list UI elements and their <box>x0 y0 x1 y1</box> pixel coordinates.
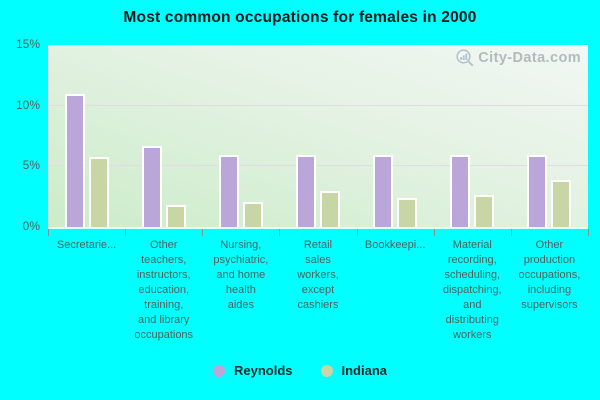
x-axis-category-label-2: Nursing, psychiatric, and home health ai… <box>213 239 269 311</box>
bar-reynolds-5 <box>450 155 471 227</box>
y-axis-tick-label-10: 10% <box>15 97 40 112</box>
y-axis-tick-label-5: 5% <box>22 158 40 173</box>
bar-reynolds-3 <box>296 155 316 227</box>
bar-reynolds-2 <box>218 155 239 227</box>
x-axis-category-label-0: Secretarie... <box>56 239 117 251</box>
bar-indiana-3 <box>320 190 340 227</box>
bar-reynolds-1 <box>141 145 162 227</box>
bar-indiana-1 <box>165 205 186 227</box>
x-axis-baseline <box>48 227 588 229</box>
y-axis-tick-label-0: 0% <box>22 219 40 233</box>
watermark-text: City-Data.com <box>478 50 581 66</box>
axis-tick-mark <box>588 229 589 236</box>
city-data-watermark: City-Data.com <box>456 49 581 67</box>
axis-tick-mark <box>48 229 49 236</box>
x-axis-category-label-1: Other teachers, instructors, education, … <box>134 239 194 341</box>
bar-reynolds-4 <box>373 155 394 227</box>
legend-item-indiana: Indiana <box>320 363 388 378</box>
x-axis-category-label-6: Other production occupations, including … <box>518 239 581 311</box>
magnifier-chart-icon <box>456 49 474 67</box>
legend-item-reynolds: Reynolds <box>212 363 293 378</box>
x-axis-category-label-5: Material recording, scheduling, dispatch… <box>442 239 502 341</box>
axis-tick-mark <box>356 229 358 236</box>
bar-reynolds-6 <box>527 155 548 227</box>
axis-tick-mark <box>125 229 127 236</box>
x-axis-category-label-4: Bookkeepi... <box>364 239 426 251</box>
chart-title: Most common occupations for females in 2… <box>123 9 477 26</box>
bar-indiana-0 <box>88 156 109 227</box>
bar-indiana-6 <box>551 179 572 227</box>
bar-indiana-2 <box>242 201 263 227</box>
bar-indiana-5 <box>474 195 495 227</box>
bar-reynolds-0 <box>64 93 85 227</box>
legend-swatch-reynolds <box>212 364 225 377</box>
axis-tick-mark <box>279 229 281 236</box>
gridline-10pct <box>48 104 588 106</box>
legend-label: Indiana <box>341 363 388 378</box>
gridline-5pct <box>48 165 588 167</box>
legend: Reynolds Indiana <box>0 363 600 378</box>
bar-indiana-4 <box>397 197 418 227</box>
x-axis-category-label-3: Retail sales workers, except cashiers <box>297 239 339 311</box>
legend-swatch-indiana <box>320 364 333 377</box>
y-axis-tick-label-15: 15% <box>15 37 40 51</box>
axis-tick-mark <box>202 229 204 236</box>
axis-tick-mark <box>510 229 512 236</box>
axis-tick-mark <box>433 229 435 236</box>
plot-area: City-Data.com <box>48 45 588 227</box>
legend-label: Reynolds <box>233 363 293 378</box>
